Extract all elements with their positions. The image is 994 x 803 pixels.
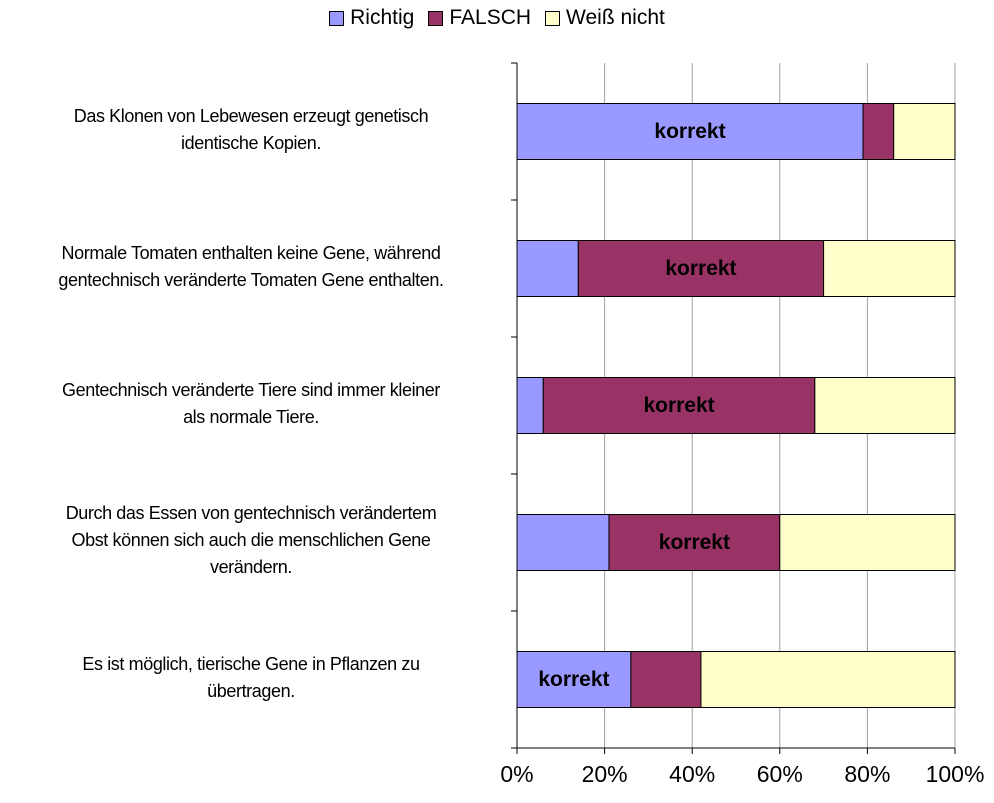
bar-segment (779, 514, 956, 571)
bar-segment (814, 377, 956, 434)
bar-segment (630, 651, 702, 708)
annotation: korrekt (643, 394, 714, 417)
x-tick-label: 20% (582, 761, 628, 787)
legend-swatch (428, 10, 444, 26)
bar-segment (516, 377, 544, 434)
category-label: Gentechnisch veränderte Tiere sind immer… (62, 379, 440, 427)
annotation: korrekt (659, 531, 730, 554)
annotation: korrekt (654, 120, 725, 143)
category-label: Durch das Essen von gentechnisch verände… (65, 503, 437, 577)
legend-swatch (329, 10, 345, 26)
bar-segment (893, 103, 956, 160)
legend-item: Richtig (329, 6, 414, 30)
annotation: korrekt (538, 668, 609, 691)
legend-item: Weiß nicht (545, 6, 665, 30)
bar-segment (516, 103, 864, 160)
legend: Richtig FALSCH Weiß nicht (0, 6, 994, 30)
x-tick-label: 60% (757, 761, 803, 787)
bar-segment (608, 514, 781, 571)
x-tick-label: 100% (926, 761, 985, 787)
legend-swatch (545, 10, 561, 26)
bar-segment (516, 240, 579, 297)
legend-item: FALSCH (428, 6, 531, 30)
bar-segment (862, 103, 895, 160)
x-tick-label: 80% (844, 761, 890, 787)
annotation: korrekt (665, 257, 736, 280)
legend-label: FALSCH (449, 6, 532, 29)
bar-segment (700, 651, 956, 708)
legend-label: Richtig (350, 6, 415, 29)
bar-segment (516, 651, 632, 708)
category-label: Normale Tomaten enthalten keine Gene, wä… (58, 242, 444, 290)
bar-segment (542, 377, 816, 434)
category-label: Das Klonen von Lebewesen erzeugt genetis… (73, 105, 429, 153)
category-label: Es ist möglich, tierische Gene in Pflanz… (82, 653, 420, 701)
bar-segment (516, 514, 610, 571)
x-tick-label: 40% (669, 761, 715, 787)
x-tick-label: 0% (500, 761, 533, 787)
bar-segment (823, 240, 956, 297)
legend-label: Weiß nicht (566, 6, 665, 29)
